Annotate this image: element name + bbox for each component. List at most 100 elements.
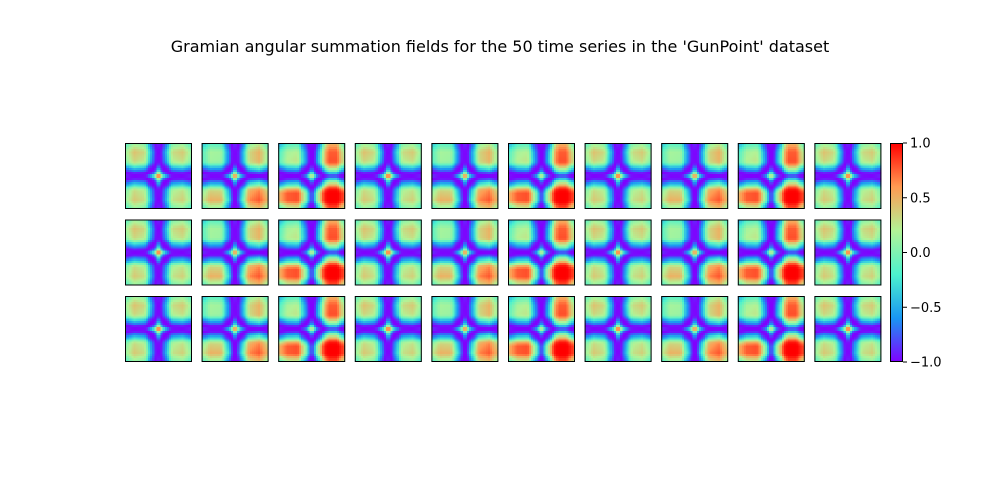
gasf-panel bbox=[661, 143, 729, 209]
panel-frame bbox=[584, 143, 652, 209]
gasf-panel bbox=[125, 296, 192, 362]
panel-frame bbox=[814, 296, 882, 362]
colorbar-gradient bbox=[890, 143, 903, 362]
panel-frame bbox=[431, 296, 499, 362]
gasf-heatmap bbox=[661, 219, 729, 286]
panel-frame bbox=[661, 219, 729, 286]
gasf-panel bbox=[354, 296, 422, 362]
gasf-heatmap bbox=[814, 143, 882, 209]
panel-frame bbox=[354, 219, 422, 286]
gasf-heatmap bbox=[354, 219, 422, 286]
panel-frame bbox=[508, 219, 575, 286]
panel-frame bbox=[508, 296, 575, 362]
gasf-panel bbox=[584, 219, 652, 286]
gasf-panel bbox=[278, 219, 346, 286]
gasf-panel bbox=[737, 219, 805, 286]
colorbar-frame bbox=[890, 143, 903, 362]
panel-frame bbox=[737, 143, 805, 209]
panel-frame bbox=[201, 143, 269, 209]
gasf-heatmap bbox=[508, 296, 575, 362]
panel-frame bbox=[814, 143, 882, 209]
colorbar-tick-label: 0.5 bbox=[910, 191, 931, 206]
panel-frame bbox=[737, 296, 805, 362]
gasf-panel bbox=[737, 296, 805, 362]
panel-frame bbox=[354, 296, 422, 362]
gasf-panel bbox=[201, 143, 269, 209]
colorbar-tick-label: −1.0 bbox=[910, 356, 942, 371]
panel-frame bbox=[125, 296, 192, 362]
gasf-panel bbox=[354, 219, 422, 286]
colorbar: 1.0 0.5 0.0 −0.5 −1.0 bbox=[890, 137, 942, 371]
gasf-heatmap bbox=[125, 143, 192, 209]
panel-frame bbox=[661, 296, 729, 362]
gasf-panel bbox=[354, 143, 422, 209]
gasf-panel bbox=[737, 143, 805, 209]
gasf-panel bbox=[278, 143, 346, 209]
chart-title: Gramian angular summation fields for the… bbox=[170, 37, 830, 56]
panel-frame bbox=[278, 143, 346, 209]
gasf-heatmap bbox=[584, 219, 652, 286]
panel-frame bbox=[814, 219, 882, 286]
gasf-panel bbox=[431, 296, 499, 362]
gasf-panel bbox=[431, 219, 499, 286]
gasf-panel bbox=[814, 219, 882, 286]
colorbar-tick-label: −0.5 bbox=[910, 301, 942, 316]
panel-frame bbox=[125, 143, 192, 209]
panel-frame bbox=[278, 219, 346, 286]
panel-frame bbox=[125, 219, 192, 286]
panel-frame bbox=[431, 143, 499, 209]
gasf-panel bbox=[125, 219, 192, 286]
panel-frame bbox=[661, 143, 729, 209]
panel-frame bbox=[508, 143, 575, 209]
colorbar-tick-label: 0.0 bbox=[910, 246, 931, 261]
gasf-panel bbox=[814, 143, 882, 209]
gasf-heatmap bbox=[354, 296, 422, 362]
gasf-panel bbox=[661, 296, 729, 362]
gasf-heatmap bbox=[737, 296, 805, 362]
gasf-panel bbox=[584, 296, 652, 362]
gasf-heatmap bbox=[814, 219, 882, 286]
gasf-panel bbox=[508, 219, 575, 286]
gasf-heatmap bbox=[661, 296, 729, 362]
gasf-heatmap bbox=[508, 219, 575, 286]
gasf-heatmap bbox=[431, 296, 499, 362]
gasf-heatmap bbox=[201, 143, 269, 209]
gasf-heatmap bbox=[201, 219, 269, 286]
panel-frame bbox=[201, 219, 269, 286]
gasf-panel-grid bbox=[125, 143, 882, 362]
panel-frame bbox=[354, 143, 422, 209]
gasf-heatmap bbox=[431, 143, 499, 209]
gasf-panel bbox=[125, 143, 192, 209]
gasf-panel bbox=[508, 296, 575, 362]
gasf-heatmap bbox=[737, 219, 805, 286]
gasf-heatmap bbox=[661, 143, 729, 209]
gasf-panel bbox=[661, 219, 729, 286]
gasf-panel bbox=[201, 219, 269, 286]
gasf-heatmap bbox=[737, 143, 805, 209]
panel-frame bbox=[584, 219, 652, 286]
gasf-panel bbox=[201, 296, 269, 362]
gasf-heatmap bbox=[508, 143, 575, 209]
gasf-heatmap bbox=[814, 296, 882, 362]
gasf-heatmap bbox=[354, 143, 422, 209]
gasf-heatmap bbox=[125, 296, 192, 362]
panel-frame bbox=[201, 296, 269, 362]
gasf-panel bbox=[508, 143, 575, 209]
gasf-panel bbox=[584, 143, 652, 209]
gasf-heatmap bbox=[278, 296, 346, 362]
gasf-panel bbox=[814, 296, 882, 362]
gasf-heatmap bbox=[125, 219, 192, 286]
colorbar-tick-label: 1.0 bbox=[910, 137, 931, 152]
gasf-heatmap bbox=[201, 296, 269, 362]
gasf-heatmap bbox=[278, 143, 346, 209]
gasf-heatmap bbox=[431, 219, 499, 286]
gasf-heatmap bbox=[584, 296, 652, 362]
gasf-panel bbox=[278, 296, 346, 362]
gasf-panel bbox=[431, 143, 499, 209]
gasf-heatmap bbox=[278, 219, 346, 286]
gasf-heatmap bbox=[584, 143, 652, 209]
panel-frame bbox=[737, 219, 805, 286]
panel-frame bbox=[584, 296, 652, 362]
panel-frame bbox=[278, 296, 346, 362]
